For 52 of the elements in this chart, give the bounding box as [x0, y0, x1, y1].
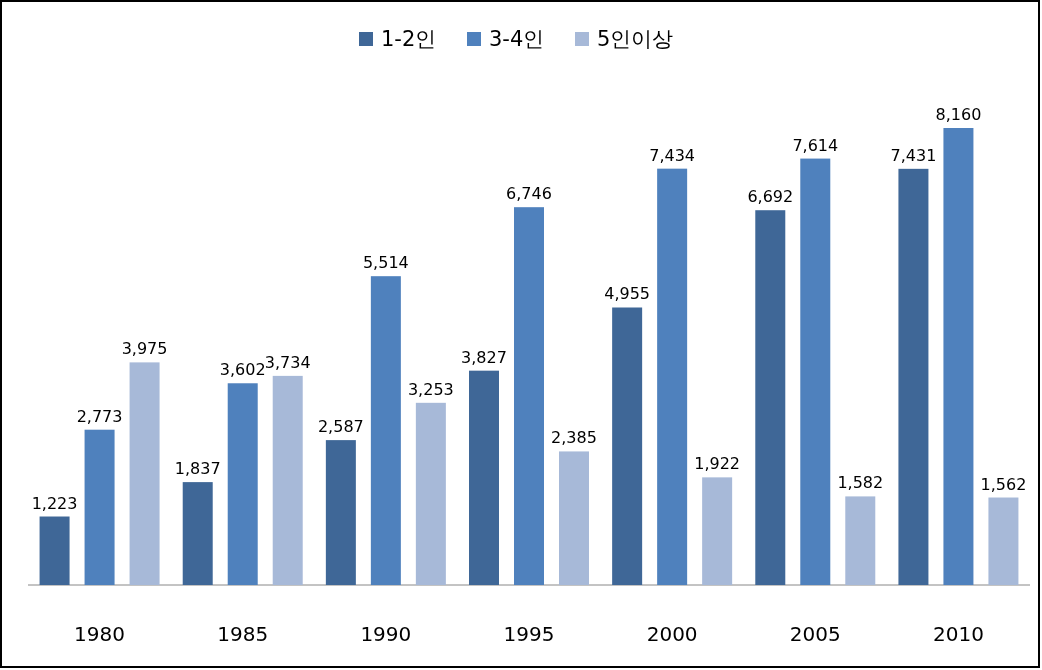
bar [272, 375, 303, 585]
bar [898, 168, 929, 585]
bar [559, 451, 589, 585]
data-label: 7,431 [890, 145, 937, 165]
data-label: 1,582 [837, 473, 884, 493]
data-label: 2,587 [317, 417, 364, 437]
data-label: 1,223 [31, 493, 78, 513]
data-label: 6,746 [506, 184, 552, 204]
x-tick-label: 2010 [932, 622, 984, 646]
data-label: 8,160 [935, 105, 982, 124]
data-label: 3,827 [461, 347, 507, 367]
x-tick-label: 1990 [360, 622, 412, 646]
data-label: 3,253 [407, 379, 454, 399]
legend-label: 1-2인 [381, 27, 437, 51]
data-label: 1,837 [174, 459, 221, 479]
x-tick-label: 1985 [217, 622, 269, 646]
bar [845, 496, 876, 585]
data-label: 7,614 [792, 135, 839, 155]
bar [84, 429, 115, 585]
bar [657, 168, 688, 585]
bar [325, 440, 356, 585]
bar [370, 276, 401, 585]
data-label: 7,434 [649, 145, 696, 165]
x-tick-label: 1980 [74, 622, 126, 646]
x-tick-label: 2000 [646, 622, 698, 646]
bar [988, 497, 1019, 585]
bar [182, 482, 213, 585]
data-label: 1,562 [980, 474, 1027, 494]
data-label: 5,514 [362, 253, 409, 273]
data-label: 1,922 [694, 454, 741, 474]
x-tick-label: 1995 [503, 622, 555, 646]
legend-label: 3-4인 [489, 27, 545, 51]
data-label: 2,385 [551, 428, 597, 448]
data-label: 6,692 [747, 187, 794, 207]
bar [227, 383, 258, 585]
x-tick-label: 2005 [789, 622, 841, 646]
data-label: 3,734 [264, 352, 311, 372]
bar [129, 362, 160, 585]
bar [514, 207, 544, 585]
bar [39, 516, 70, 585]
bar [469, 370, 499, 585]
bar [800, 158, 831, 585]
data-label: 2,773 [76, 406, 123, 426]
data-label: 3,975 [121, 339, 168, 359]
data-label: 4,955 [604, 284, 651, 304]
bar [755, 210, 786, 585]
bar [702, 477, 733, 585]
legend-label: 5인이상 [597, 27, 674, 51]
bar [415, 402, 446, 585]
data-label: 3,602 [219, 360, 266, 380]
bar [943, 128, 974, 585]
bar [612, 307, 643, 585]
